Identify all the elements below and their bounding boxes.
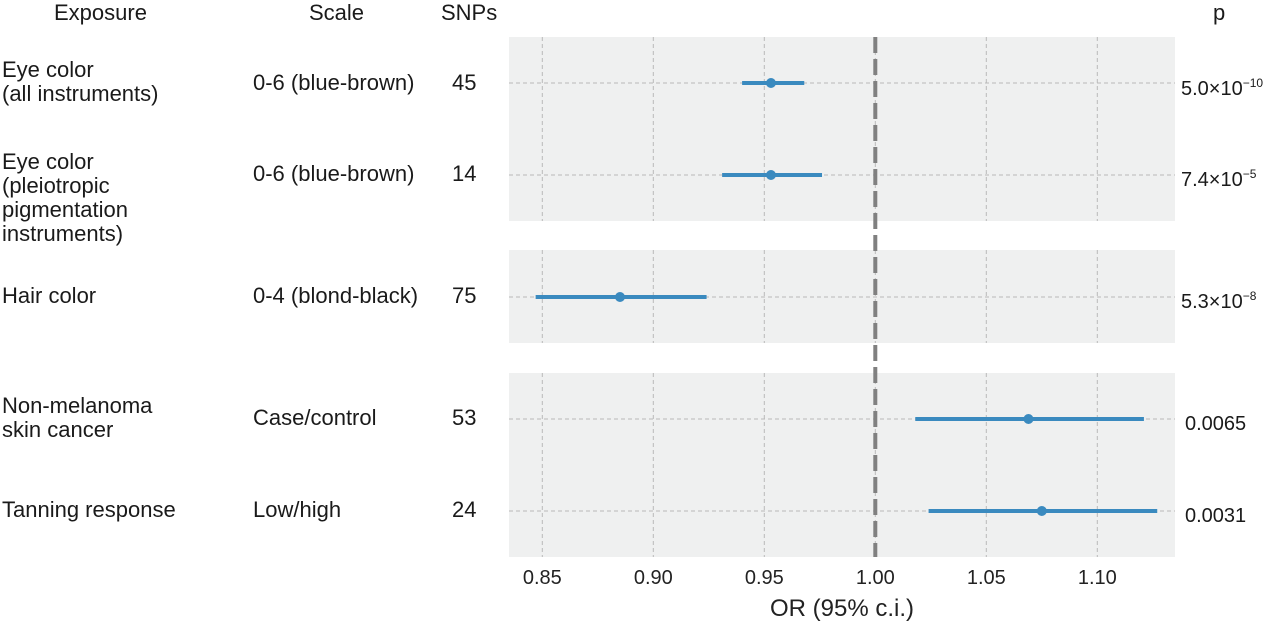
header-p: p bbox=[1213, 0, 1226, 25]
row-snps: 24 bbox=[452, 497, 477, 522]
row-p-value: 7.4×10−5 bbox=[1181, 167, 1257, 191]
row-p-value: 0.0031 bbox=[1185, 505, 1247, 527]
or-point bbox=[765, 170, 776, 180]
row-exposure: Eye color (pleiotropic pigmentation inst… bbox=[2, 149, 128, 246]
row-scale: 0-6 (blue-brown) bbox=[253, 70, 415, 95]
row-scale: Low/high bbox=[253, 497, 342, 522]
row-p-value: 5.3×10−8 bbox=[1181, 289, 1257, 313]
x-tick-label: 1.00 bbox=[856, 567, 895, 589]
plot-panel bbox=[509, 373, 1175, 557]
or-point bbox=[1036, 506, 1047, 516]
row-p-value: 0.0065 bbox=[1185, 413, 1247, 435]
header-exposure: Exposure bbox=[54, 0, 147, 25]
row-exposure: Non-melanoma skin cancer bbox=[2, 393, 153, 442]
x-tick-label: 1.05 bbox=[967, 567, 1006, 589]
row-p-value: 5.0×10−10 bbox=[1181, 76, 1264, 100]
row-snps: 75 bbox=[452, 283, 477, 308]
row-exposure: Tanning response bbox=[2, 497, 176, 522]
row-scale: 0-6 (blue-brown) bbox=[253, 161, 415, 186]
row-exposure: Hair color bbox=[2, 283, 97, 308]
row-snps: 45 bbox=[452, 70, 477, 95]
row-scale: 0-4 (blond-black) bbox=[253, 283, 419, 308]
row-exposure: Eye color (all instruments) bbox=[2, 57, 159, 106]
x-tick-label: 0.85 bbox=[523, 567, 562, 589]
row-scale: Case/control bbox=[253, 405, 377, 430]
or-point bbox=[615, 292, 625, 302]
or-point bbox=[765, 78, 776, 88]
x-tick-label: 0.95 bbox=[745, 567, 784, 589]
row-snps: 14 bbox=[452, 161, 477, 186]
header-scale: Scale bbox=[309, 0, 365, 25]
plot-panel bbox=[509, 37, 1175, 221]
or-point bbox=[1023, 414, 1034, 424]
row-snps: 53 bbox=[452, 405, 477, 430]
header-snps: SNPs bbox=[441, 0, 498, 25]
x-axis-title: OR (95% c.i.) bbox=[770, 595, 914, 622]
x-tick-label: 0.90 bbox=[634, 567, 673, 589]
x-tick-label: 1.10 bbox=[1078, 567, 1117, 589]
